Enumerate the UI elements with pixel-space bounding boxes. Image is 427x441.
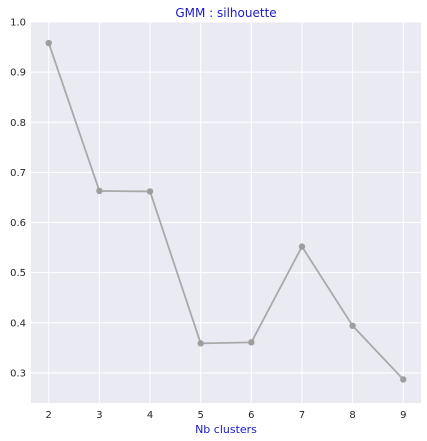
data-point bbox=[400, 376, 407, 383]
x-tick-label: 3 bbox=[96, 410, 102, 421]
data-point bbox=[197, 340, 204, 347]
y-tick-label: 0.5 bbox=[10, 268, 26, 279]
data-point bbox=[349, 322, 356, 329]
x-tick-label: 8 bbox=[349, 410, 355, 421]
x-tick-label: 4 bbox=[147, 410, 153, 421]
y-tick-label: 0.6 bbox=[10, 218, 26, 229]
y-tick-labels: 0.3 0.4 0.5 0.6 0.7 0.8 0.9 1.0 bbox=[10, 18, 26, 380]
data-point bbox=[45, 39, 52, 47]
y-tick-label: 0.8 bbox=[10, 118, 26, 129]
y-tick-label: 0.4 bbox=[10, 318, 26, 329]
x-tick-label: 6 bbox=[248, 410, 254, 421]
chart-title: GMM : silhouette bbox=[175, 6, 276, 20]
x-tick-label: 9 bbox=[400, 410, 406, 421]
y-tick-label: 0.3 bbox=[10, 368, 26, 379]
plot-area bbox=[31, 22, 421, 403]
x-tick-label: 7 bbox=[299, 410, 305, 421]
y-tick-label: 0.7 bbox=[10, 168, 26, 179]
data-point bbox=[146, 188, 154, 195]
data-point bbox=[96, 187, 103, 195]
data-point bbox=[298, 243, 306, 250]
x-axis-label: Nb clusters bbox=[195, 423, 257, 436]
series-line bbox=[47, 42, 405, 381]
x-tick-label: 2 bbox=[46, 410, 52, 421]
y-tick-label: 0.9 bbox=[10, 68, 26, 79]
y-tick-label: 1.0 bbox=[10, 18, 26, 29]
data-point bbox=[248, 339, 255, 346]
x-tick-labels: 2 3 4 5 6 7 8 9 bbox=[46, 410, 407, 421]
series-silhouette bbox=[45, 39, 407, 383]
x-tick-label: 5 bbox=[197, 410, 203, 421]
